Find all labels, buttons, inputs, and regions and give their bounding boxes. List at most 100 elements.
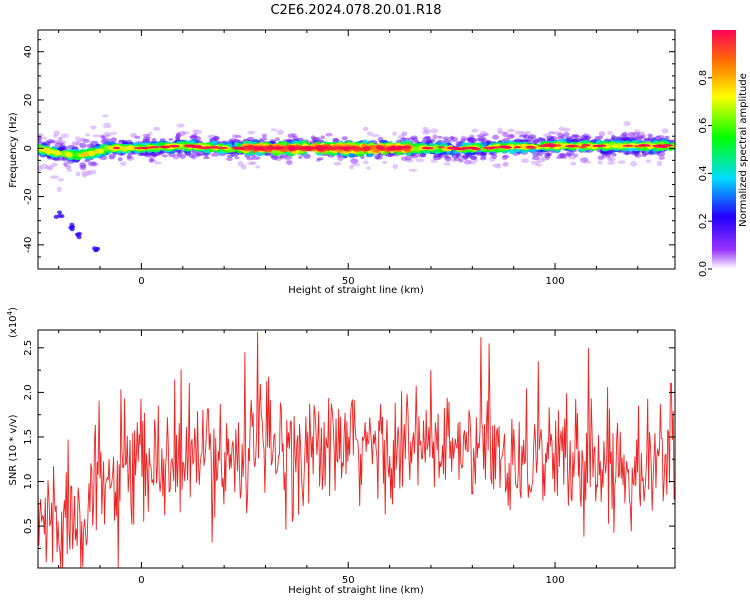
spectrum-x-axis-label: Height of straight line (km) <box>288 285 424 296</box>
colorbar-tick-label: 0.0 <box>698 261 709 277</box>
spectrum-cell <box>411 137 418 142</box>
colorbar-tick-label: 0.2 <box>698 213 709 229</box>
spectrum-cell <box>597 160 604 165</box>
spectrum-cell <box>249 161 257 165</box>
spectrum-cell <box>623 121 631 127</box>
spectrum-cell <box>193 129 203 135</box>
spectrum-cell <box>341 136 348 141</box>
spectrum-cell <box>102 122 112 129</box>
spectrum-cell <box>67 145 75 150</box>
spectrum-cell <box>458 158 464 163</box>
y-tick-label: 0 <box>23 145 34 151</box>
secondary-echo-point <box>68 225 74 230</box>
spectrum-cell <box>120 146 127 151</box>
spectrum-cell <box>471 128 479 133</box>
spectrum-y-axis-label: Frequency (Hz) <box>8 112 19 188</box>
spectrum-cell <box>168 138 174 141</box>
spectrum-cell <box>57 178 64 182</box>
spectrum-cell <box>79 142 87 149</box>
spectrum-cell <box>85 133 90 137</box>
spectrum-cell <box>447 146 454 150</box>
spectrum-cell <box>350 158 359 164</box>
spectrum-cell <box>38 137 42 141</box>
spectrum-cell <box>546 135 554 141</box>
spectrum-cell <box>298 148 306 151</box>
spectrum-cell <box>316 157 324 161</box>
colorbar-gradient <box>712 30 736 269</box>
spectrum-cell <box>332 137 339 144</box>
y-tick-label: 20 <box>23 94 34 107</box>
spectrum-cell <box>362 147 369 150</box>
spectrum-cell <box>247 130 256 135</box>
spectrum-cell <box>189 145 201 148</box>
spectrum-cell <box>647 133 653 137</box>
spectrum-cell <box>255 165 261 169</box>
spectrum-cell <box>113 146 120 150</box>
spectrum-cell <box>497 127 503 134</box>
spectrum-cell <box>564 145 577 148</box>
spectrum-cell <box>320 135 325 139</box>
spectrum-cell <box>500 146 512 149</box>
spectrum-cell <box>38 139 43 144</box>
spectrum-cell <box>492 134 500 140</box>
spectrum-cell <box>638 144 649 147</box>
spectrum-cell <box>508 133 515 138</box>
spectrum-cell <box>126 153 132 159</box>
y-tick-label: 0.5 <box>23 518 34 534</box>
spectrum-cell <box>92 150 100 154</box>
spectrum-cell <box>92 134 101 138</box>
spectrum-cell <box>437 146 445 149</box>
spectrum-cell <box>382 160 388 164</box>
spectrum-cell <box>432 134 438 140</box>
spectrum-cell <box>56 186 62 192</box>
spectrum-cell <box>53 130 61 136</box>
spectrum-cell <box>523 134 530 140</box>
spectrum-cell <box>66 151 72 156</box>
spectrum-cell <box>153 126 161 131</box>
spectrum-cell <box>544 143 556 146</box>
spectrum-cell <box>630 161 637 167</box>
spectrum-cell <box>81 152 90 157</box>
spectrum-cell <box>441 136 451 140</box>
spectrum-cell <box>611 144 618 149</box>
spectrum-cell <box>281 141 288 146</box>
spectrum-cell <box>476 134 486 138</box>
spectrum-cell <box>670 139 675 144</box>
spectrum-cell <box>82 138 90 143</box>
spectrum-cell <box>176 123 185 128</box>
spectrum-cell <box>272 147 281 150</box>
spectrum-cell <box>90 125 97 130</box>
spectrum-cell <box>286 160 293 165</box>
spectrum-cell <box>216 146 229 150</box>
spectrum-cell <box>401 131 408 137</box>
spectrum-cell <box>149 157 155 163</box>
spectrum-cell <box>627 132 635 138</box>
spectrum-cell <box>437 135 442 139</box>
spectrum-cell <box>622 144 634 147</box>
spectrum-cell <box>108 153 117 158</box>
y-tick-label: 40 <box>23 45 34 58</box>
spectrum-cell <box>352 163 361 167</box>
spectrum-cell <box>579 157 588 163</box>
spectrum-cell <box>449 135 455 140</box>
spectrum-cell <box>188 153 195 158</box>
spectrum-cell <box>149 145 160 149</box>
secondary-echo-point <box>93 248 99 253</box>
spectrum-cell <box>508 148 516 155</box>
spectrum-cell <box>611 152 617 157</box>
spectrum-cell <box>607 130 613 135</box>
spectrum-cell <box>110 137 117 143</box>
spectrum-cell <box>153 161 163 165</box>
spectrum-cell <box>634 135 643 141</box>
spectrum-cell <box>101 138 111 142</box>
spectrum-cell <box>58 136 63 142</box>
spectrum-cell <box>559 153 568 157</box>
y-tick-label: 1.0 <box>23 474 34 490</box>
spectrum-cell <box>432 155 442 161</box>
spectrum-cell <box>347 152 356 158</box>
spectrum-cell <box>333 161 342 166</box>
spectrum-cell <box>467 138 474 144</box>
spectrum-cell <box>38 165 43 171</box>
spectrum-cell <box>533 139 540 144</box>
spectrum-cell <box>463 159 472 165</box>
